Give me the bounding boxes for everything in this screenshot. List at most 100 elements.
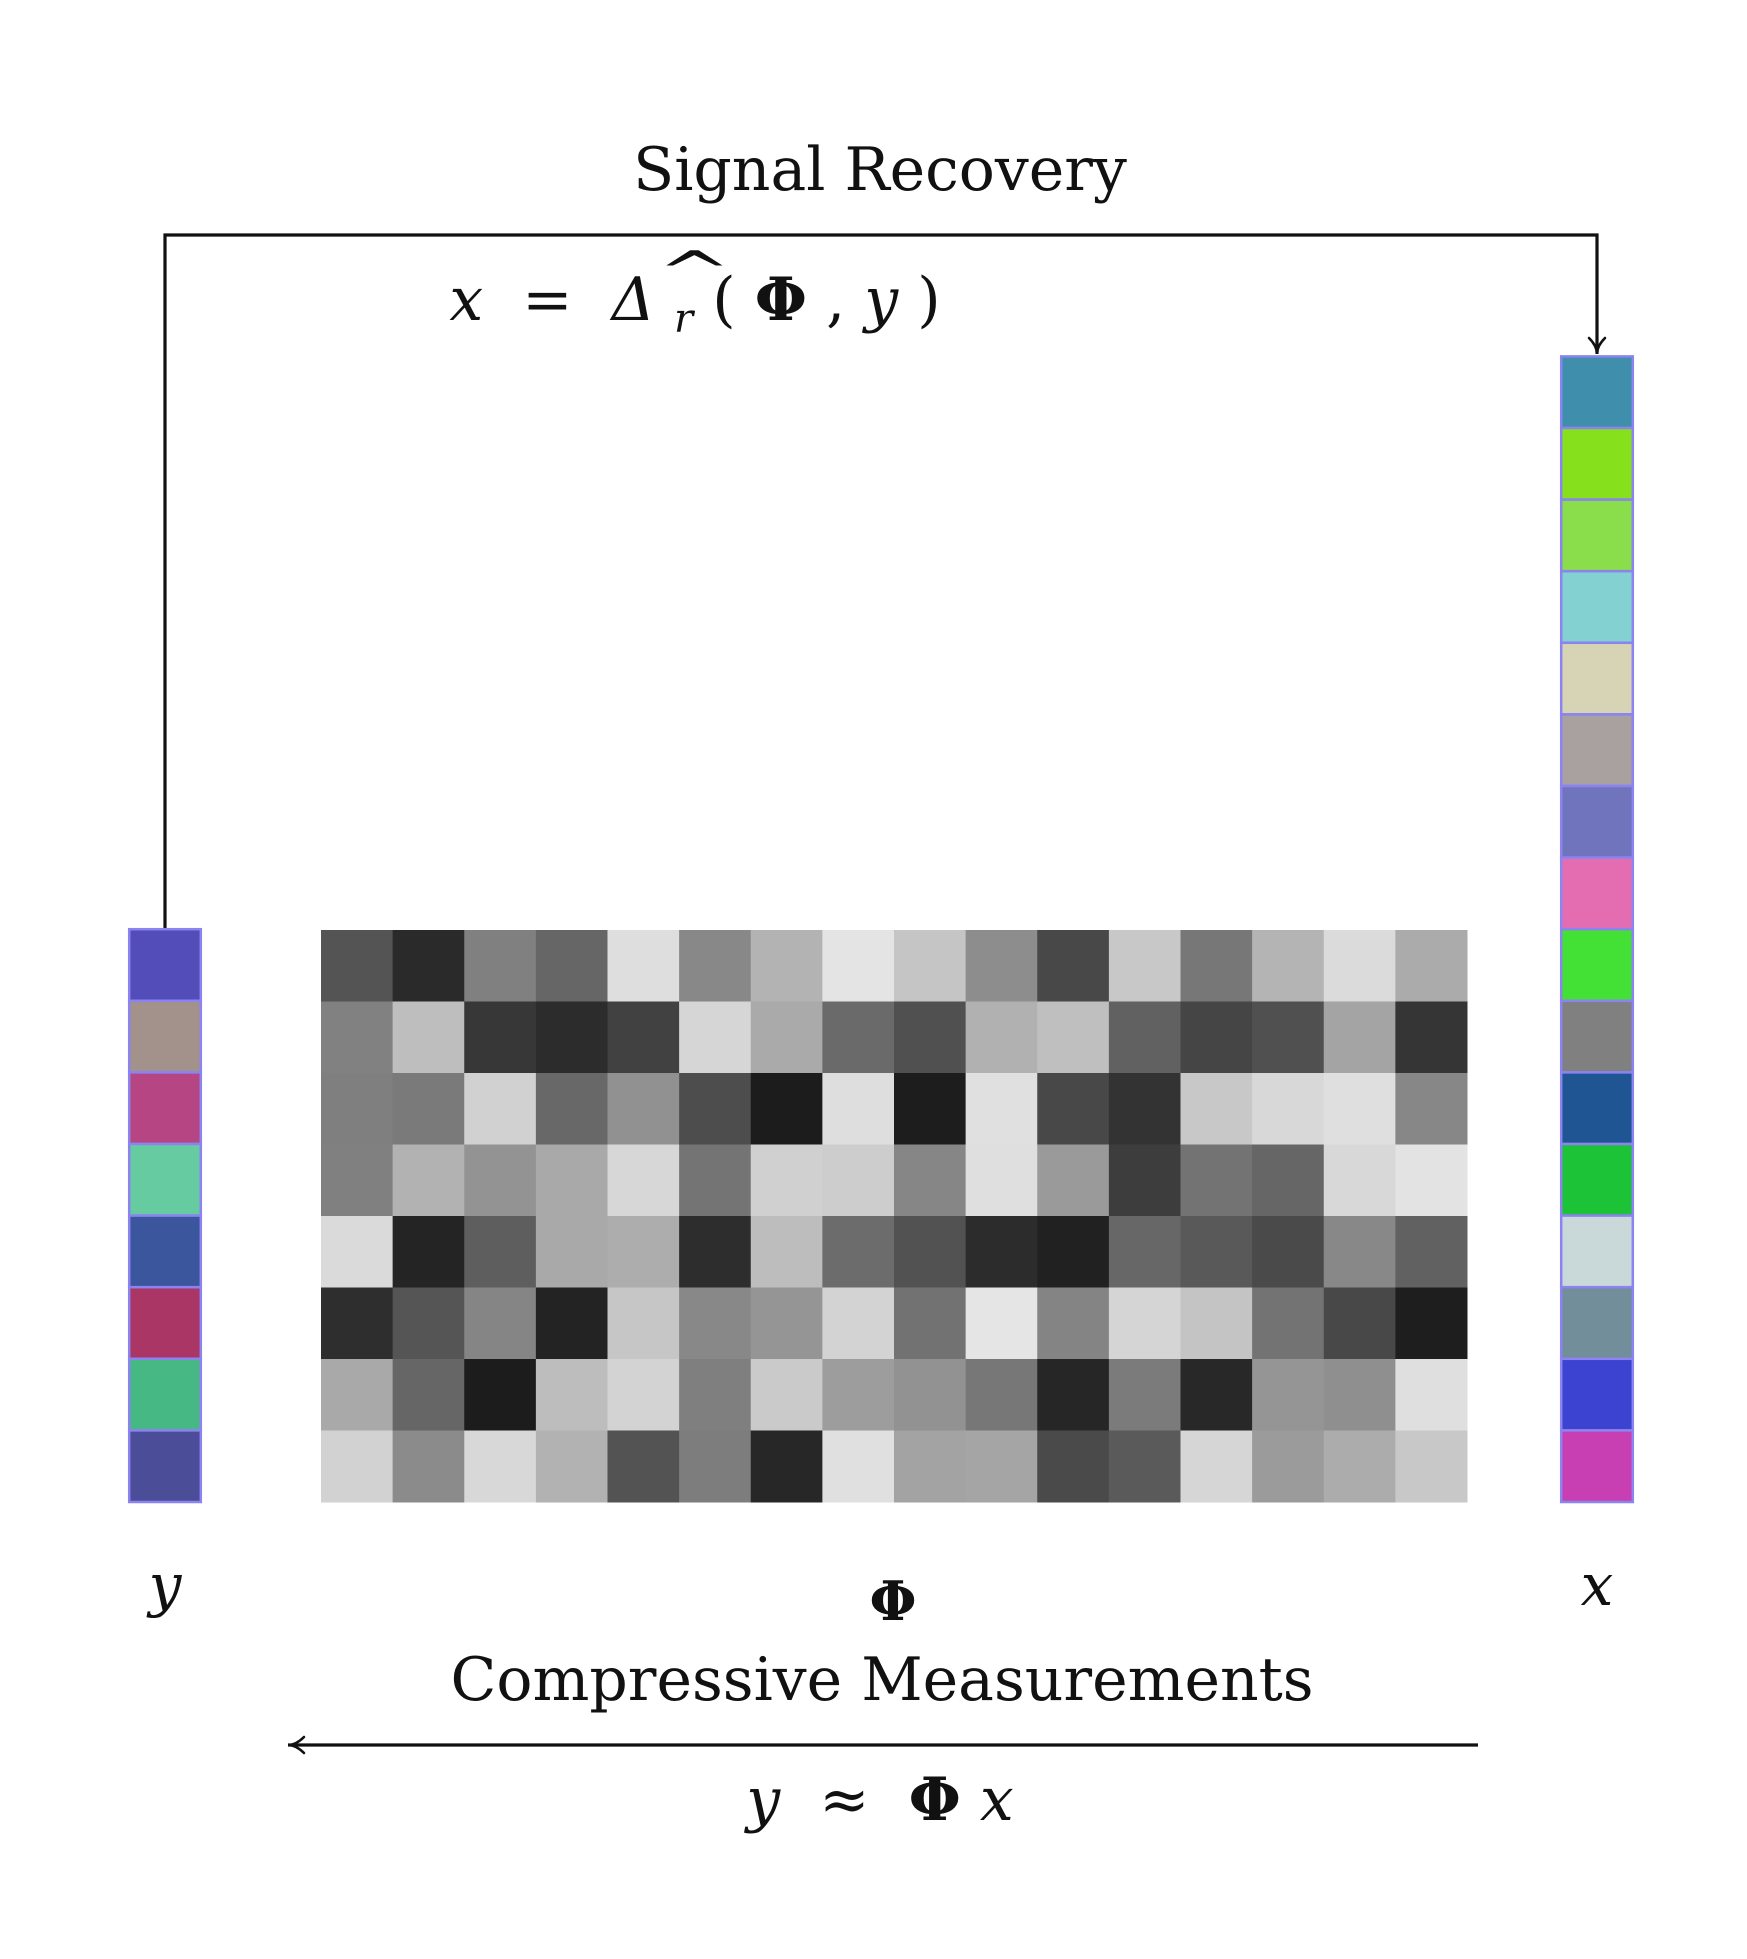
phi-matrix-cell (1395, 1430, 1468, 1503)
phi-matrix-cell (321, 1144, 394, 1217)
args-close: ) (917, 265, 940, 335)
phi-matrix-cell (1108, 1287, 1181, 1360)
phi-matrix-cell (535, 1287, 608, 1360)
phi-matrix-cell (1037, 1287, 1110, 1360)
phi-matrix-cell (750, 1359, 823, 1431)
phi-matrix-cell (321, 1359, 394, 1431)
phi-matrix-cell (535, 1001, 608, 1074)
phi-matrix-cell (1323, 1073, 1396, 1145)
phi-matrix-cell (822, 1073, 895, 1145)
phi-matrix-cell (1037, 1216, 1110, 1288)
phi-matrix-cell (965, 1359, 1038, 1431)
phi-matrix-cell (1323, 1287, 1396, 1360)
y-vector-cell (127, 1142, 203, 1217)
phi-matrix-cell (1395, 930, 1468, 1002)
phi-matrix-cell (965, 1073, 1038, 1145)
phi-matrix-cell (1323, 1144, 1396, 1217)
phi-matrix-cell (1108, 1430, 1181, 1503)
x-vector-cell (1559, 927, 1635, 1003)
phi-matrix-cell (392, 930, 465, 1002)
x-vector-cell (1559, 1285, 1635, 1361)
phi-matrix-cell (1037, 1359, 1110, 1431)
x-vector-cell (1559, 641, 1635, 716)
x-vector-cell (1559, 856, 1635, 931)
phi-matrix-cell (464, 1359, 537, 1431)
x-vector-cell (1559, 1142, 1635, 1217)
phi-matrix-cell (1323, 930, 1396, 1002)
phi-matrix-cell (894, 1359, 967, 1431)
phi-matrix-cell (1395, 1287, 1468, 1360)
phi-matrix-cell (1323, 1216, 1396, 1288)
phi-matrix-cell (392, 1144, 465, 1217)
phi-matrix-cell (822, 1359, 895, 1431)
phi-matrix-cell (1252, 930, 1325, 1002)
phi-matrix-cell (679, 1144, 752, 1217)
phi-matrix-cell (607, 930, 680, 1002)
phi-matrix-cell (679, 1430, 752, 1503)
phi-matrix-cell (679, 1287, 752, 1360)
measurement-formula: y ≈ Φ x (743, 1765, 1014, 1835)
y-vector-cell (127, 1214, 203, 1289)
phi-matrix-cell (1252, 1001, 1325, 1074)
x-vector-cell (1559, 1071, 1635, 1146)
y-label: y (146, 1551, 183, 1619)
x-hat-symbol: x (449, 265, 483, 335)
phi-matrix-cell (822, 1287, 895, 1360)
phi-matrix-cell (607, 1430, 680, 1503)
phi-matrix-cell (1252, 1359, 1325, 1431)
phi-matrix-cell (392, 1430, 465, 1503)
phi-matrix-cell (607, 1001, 680, 1074)
phi-matrix-cell (965, 1430, 1038, 1503)
args-open: ( (712, 265, 735, 335)
phi-matrix-cell (965, 1001, 1038, 1074)
phi-matrix-cell (750, 1073, 823, 1145)
x-vector-cell (1559, 1214, 1635, 1289)
delta-symbol: Δ (610, 265, 655, 335)
phi-matrix-cell (392, 1216, 465, 1288)
phi-matrix-cell (321, 930, 394, 1002)
phi-matrix-cell (1108, 1144, 1181, 1217)
phi-matrix-cell (607, 1144, 680, 1217)
phi-matrix-cell (1323, 1359, 1396, 1431)
y-vector-cell (127, 1357, 203, 1432)
phi-matrix-cell (392, 1359, 465, 1431)
phi-matrix-cell (894, 1073, 967, 1145)
phi-matrix-cell (750, 1144, 823, 1217)
y-vector-cell (127, 1429, 203, 1504)
phi-matrix-cell (464, 1287, 537, 1360)
phi-symbol: Φ (755, 265, 807, 335)
phi-matrix-cell (1252, 1144, 1325, 1217)
y-symbol: y (861, 265, 899, 335)
delta-subscript: r (674, 296, 696, 342)
y-vector-cell (127, 999, 203, 1074)
phi-matrix-cell (1037, 1073, 1110, 1145)
phi-matrix-cell (535, 1073, 608, 1145)
phi-matrix-cell (822, 1144, 895, 1217)
phi-matrix-cell (679, 930, 752, 1002)
phi-matrix-cell (965, 1216, 1038, 1288)
phi-matrix-cell (1180, 1001, 1253, 1074)
phi-matrix-cell (894, 1001, 967, 1074)
phi-matrix-cell (1323, 1430, 1396, 1503)
phi-matrix-cell (750, 1216, 823, 1288)
phi-matrix-cell (822, 1001, 895, 1074)
phi-matrix-cell (464, 1216, 537, 1288)
phi-matrix-cell (607, 1216, 680, 1288)
phi-matrix-cell (1108, 1073, 1181, 1145)
args-comma: , (826, 265, 864, 335)
phi-matrix-cell (321, 1216, 394, 1288)
phi-matrix-cell (965, 1287, 1038, 1360)
phi-matrix-cell (750, 1001, 823, 1074)
compressive-measurements-title: Compressive Measurements (450, 1645, 1313, 1715)
phi-matrix-cell (1395, 1073, 1468, 1145)
phi-matrix-cell (750, 1287, 823, 1360)
phi-matrix-cell (1108, 1359, 1181, 1431)
phi-matrix-cell (535, 1359, 608, 1431)
y-vector-cell (127, 1071, 203, 1146)
phi-matrix-cell (392, 1073, 465, 1145)
x-vector-cell (1559, 426, 1635, 501)
phi-matrix-cell (1395, 1001, 1468, 1074)
phi-matrix-cell (321, 1001, 394, 1074)
y-vector-cell (127, 927, 203, 1003)
phi-matrix-cell (965, 930, 1038, 1002)
